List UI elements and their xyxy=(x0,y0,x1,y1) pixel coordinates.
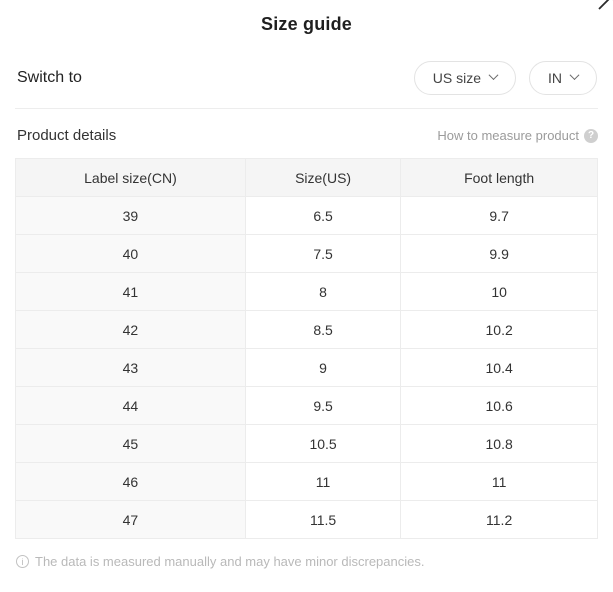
cell-size-us: 9.5 xyxy=(244,386,402,425)
table-header-row: Label size(CN) Size(US) Foot length xyxy=(15,158,598,197)
cell-foot-length: 9.7 xyxy=(400,196,598,235)
close-icon[interactable] xyxy=(593,0,613,14)
table-row: 41 8 10 xyxy=(15,272,598,311)
cell-size-us: 11 xyxy=(244,462,402,501)
table-row: 46 11 11 xyxy=(15,462,598,501)
cell-label-size: 46 xyxy=(15,462,246,501)
cell-foot-length: 10.4 xyxy=(400,348,598,387)
cell-size-us: 7.5 xyxy=(244,234,402,273)
divider xyxy=(15,108,598,109)
cell-label-size: 45 xyxy=(15,424,246,463)
cell-size-us: 6.5 xyxy=(244,196,402,235)
size-table: Label size(CN) Size(US) Foot length 39 6… xyxy=(15,158,598,539)
table-row: 44 9.5 10.6 xyxy=(15,386,598,425)
cell-size-us: 8 xyxy=(244,272,402,311)
question-mark-icon: ? xyxy=(584,128,598,143)
product-details-row: Product details How to measure product ? xyxy=(0,127,613,144)
size-standard-value: US size xyxy=(432,70,481,86)
table-row: 45 10.5 10.8 xyxy=(15,424,598,463)
cell-size-us: 11.5 xyxy=(244,500,402,539)
cell-foot-length: 11 xyxy=(400,462,598,501)
disclaimer-text: The data is measured manually and may ha… xyxy=(35,554,425,569)
table-row: 42 8.5 10.2 xyxy=(15,310,598,349)
unit-value: IN xyxy=(548,70,562,86)
cell-foot-length: 10.6 xyxy=(400,386,598,425)
how-to-measure-link[interactable]: How to measure product ? xyxy=(437,128,598,143)
cell-label-size: 39 xyxy=(15,196,246,235)
cell-foot-length: 10.2 xyxy=(400,310,598,349)
table-row: 39 6.5 9.7 xyxy=(15,196,598,235)
how-to-measure-label: How to measure product xyxy=(437,128,579,143)
cell-label-size: 47 xyxy=(15,500,246,539)
cell-size-us: 8.5 xyxy=(244,310,402,349)
cell-label-size: 40 xyxy=(15,234,246,273)
table-row: 40 7.5 9.9 xyxy=(15,234,598,273)
col-header-label-size-cn: Label size(CN) xyxy=(15,158,246,197)
col-header-size-us: Size(US) xyxy=(244,158,402,197)
chevron-down-icon xyxy=(488,70,499,81)
switch-row: Switch to US size IN xyxy=(0,61,613,95)
cell-label-size: 43 xyxy=(15,348,246,387)
chevron-down-icon xyxy=(569,70,580,81)
col-header-foot-length: Foot length xyxy=(400,158,598,197)
unit-dropdown[interactable]: IN xyxy=(529,61,597,95)
table-row: 43 9 10.4 xyxy=(15,348,598,387)
cell-foot-length: 9.9 xyxy=(400,234,598,273)
cell-foot-length: 11.2 xyxy=(400,500,598,539)
switch-to-label: Switch to xyxy=(17,69,82,86)
table-row: 47 11.5 11.2 xyxy=(15,500,598,539)
cell-size-us: 9 xyxy=(244,348,402,387)
disclaimer-note: i The data is measured manually and may … xyxy=(16,554,613,569)
unit-buttons: US size IN xyxy=(413,61,597,95)
cell-label-size: 41 xyxy=(15,272,246,311)
cell-foot-length: 10 xyxy=(400,272,598,311)
info-icon: i xyxy=(16,555,29,568)
cell-label-size: 42 xyxy=(15,310,246,349)
cell-label-size: 44 xyxy=(15,386,246,425)
size-standard-dropdown[interactable]: US size xyxy=(413,61,516,95)
cell-size-us: 10.5 xyxy=(244,424,402,463)
product-details-title: Product details xyxy=(17,127,117,144)
page-title: Size guide xyxy=(260,14,352,34)
cell-foot-length: 10.8 xyxy=(400,424,598,463)
